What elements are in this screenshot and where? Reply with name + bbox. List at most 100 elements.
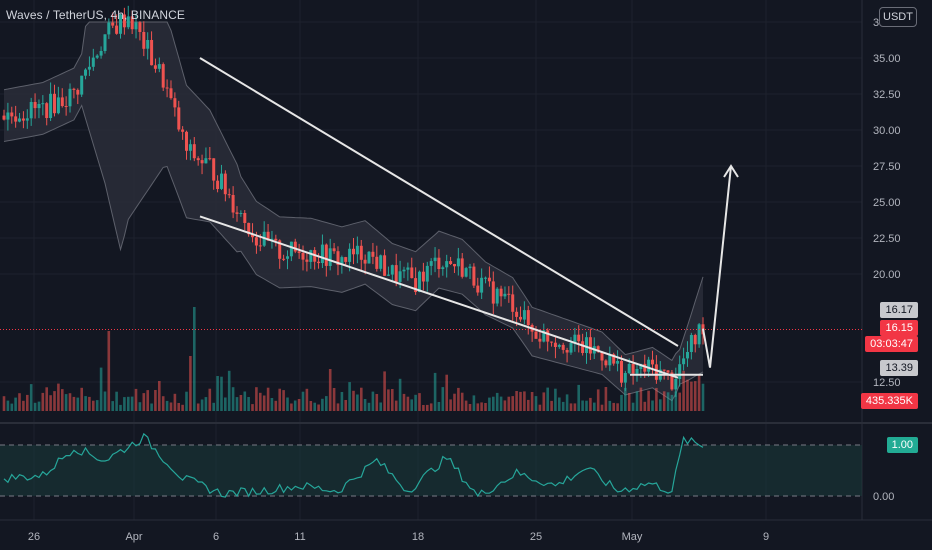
volume-bar — [68, 393, 72, 411]
candle-body — [173, 98, 177, 108]
candle-body — [363, 259, 367, 264]
volume-bar — [103, 391, 107, 411]
candle-body — [425, 265, 429, 282]
candle-body — [68, 88, 72, 107]
candle-body — [56, 97, 60, 114]
candle-body — [534, 331, 538, 339]
candle-body — [18, 118, 21, 122]
volume-bar — [76, 397, 80, 411]
candle-body — [185, 131, 188, 151]
volume-bar — [115, 391, 118, 411]
volume-bar — [127, 396, 130, 411]
currency-button[interactable]: USDT — [879, 7, 917, 27]
volume-bar — [266, 387, 270, 411]
volume-bar — [363, 399, 367, 411]
candle-body — [689, 335, 693, 352]
volume-bar — [600, 404, 604, 411]
volume-bar — [659, 399, 662, 411]
symbol-title[interactable]: Waves / TetherUS, 4h, BINANCE — [6, 8, 185, 22]
candle-body — [235, 212, 239, 214]
candle-body — [522, 310, 526, 320]
candle-body — [670, 372, 674, 390]
volume-bar — [332, 388, 336, 411]
volume-bar — [348, 382, 351, 411]
candle-body — [542, 330, 546, 342]
candle-body — [588, 337, 592, 354]
volume-bar — [235, 397, 239, 411]
candle-body — [639, 363, 643, 369]
candle-body — [693, 335, 697, 345]
candle-body — [6, 112, 10, 120]
volume-bar — [270, 398, 274, 411]
candle-body — [84, 69, 87, 76]
volume-bar — [134, 388, 138, 411]
candle-body — [608, 354, 612, 366]
candle-body — [507, 293, 511, 295]
volume-bar — [344, 400, 347, 411]
projection-arrow-head — [723, 164, 739, 178]
volume-bar — [185, 391, 188, 411]
candle-body — [503, 293, 507, 297]
volume-bar — [309, 401, 313, 411]
volume-bar — [690, 381, 693, 411]
volume-bar — [492, 396, 495, 411]
candle-body — [581, 341, 585, 353]
candle-body — [651, 359, 654, 365]
volume-bar — [515, 391, 518, 411]
candle-body — [674, 379, 678, 390]
candle-body — [80, 75, 84, 95]
volume-bar — [379, 402, 382, 411]
candle-body — [623, 373, 627, 383]
candle-body — [449, 261, 453, 264]
volume-bar — [57, 383, 60, 411]
candle-body — [21, 118, 25, 121]
volume-bar — [26, 394, 29, 411]
countdown-label: 03:03:47 — [865, 336, 918, 352]
volume-bar — [457, 387, 460, 411]
volume-bar — [534, 396, 538, 411]
candle-body — [627, 364, 631, 374]
candle-body — [398, 271, 402, 282]
candle-body — [515, 311, 519, 317]
candle-body — [188, 144, 192, 151]
volume-bar — [511, 396, 514, 411]
volume-bar — [92, 400, 95, 411]
candle-body — [616, 361, 620, 364]
volume-bar — [224, 397, 227, 411]
candle-body — [223, 173, 227, 195]
candle-body — [161, 64, 165, 88]
volume-bar — [107, 331, 111, 411]
volume-bar — [313, 402, 316, 411]
volume-bar — [558, 397, 561, 411]
candle-body — [142, 32, 146, 49]
volume-bar — [227, 370, 231, 411]
candle-body — [251, 234, 254, 238]
candle-body — [406, 267, 410, 270]
volume-bar — [84, 396, 87, 411]
volume-bar — [426, 404, 429, 411]
volume-bar — [220, 376, 223, 411]
volume-bar — [476, 403, 480, 411]
volume-bar — [317, 404, 320, 411]
candle-body — [577, 334, 581, 342]
volume-bar — [464, 400, 468, 411]
volume-bar — [18, 393, 21, 411]
volume-bar — [596, 389, 600, 411]
volume-bar — [119, 404, 122, 411]
volume-bar — [371, 391, 375, 411]
volume-bar — [406, 396, 410, 411]
price-tick-label: 20.00 — [873, 269, 901, 281]
volume-bar — [647, 390, 650, 411]
candle-body — [72, 88, 76, 90]
candle-body — [130, 16, 134, 30]
volume-bar — [542, 392, 546, 411]
volume-bar — [670, 394, 674, 411]
candle-body — [359, 245, 363, 260]
candle-body — [45, 103, 49, 118]
volume-bar — [686, 379, 689, 411]
volume-bar — [130, 396, 134, 411]
volume-bar — [666, 392, 670, 411]
volume-bar — [662, 391, 666, 411]
volume-bar — [620, 394, 623, 411]
candle-body — [519, 316, 522, 320]
